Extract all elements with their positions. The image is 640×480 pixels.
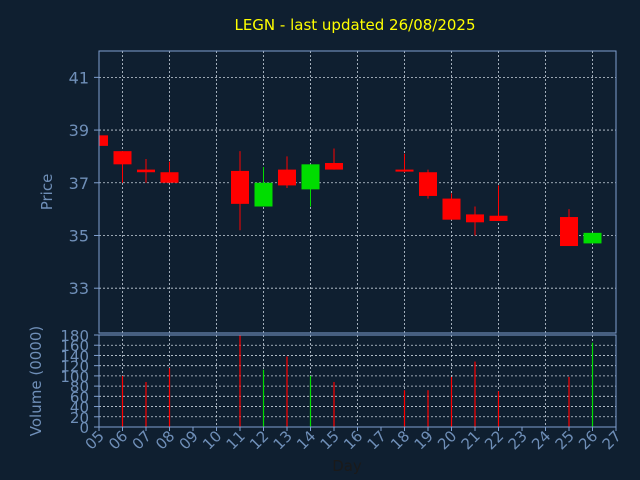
price-panel: 33 35 37 39 41 Price bbox=[38, 50, 617, 334]
candle-body bbox=[560, 217, 578, 247]
volume-axis-label: Volume (0000) bbox=[27, 326, 45, 436]
volume-tick-label: 140 bbox=[60, 347, 89, 365]
candle-body bbox=[583, 232, 602, 244]
candle-body bbox=[278, 169, 296, 186]
price-axis-label: Price bbox=[38, 174, 56, 211]
candle-body bbox=[113, 151, 132, 165]
x-ticks: 0506070809101112131415161718192021222324… bbox=[82, 427, 625, 453]
candle-body bbox=[466, 214, 484, 223]
volume-tick-label: 20 bbox=[70, 409, 89, 427]
volume-tick-label: 120 bbox=[60, 358, 89, 376]
volume-tick-label: 40 bbox=[70, 399, 89, 417]
price-tick-label: 33 bbox=[69, 279, 89, 298]
volume-tick-label: 180 bbox=[60, 327, 89, 345]
price-candles bbox=[98, 135, 602, 247]
price-tick-label: 35 bbox=[69, 226, 89, 245]
candle-body bbox=[489, 215, 508, 221]
price-tick-label: 41 bbox=[69, 68, 89, 87]
candle-body bbox=[254, 182, 273, 207]
price-tick-label: 37 bbox=[69, 174, 89, 193]
candle-body bbox=[395, 169, 414, 172]
candle-body bbox=[231, 170, 249, 204]
candle-body bbox=[301, 164, 320, 190]
x-axis-label: Day bbox=[332, 457, 362, 475]
volume-tick-label: 100 bbox=[60, 368, 89, 386]
candle-body bbox=[325, 163, 343, 170]
price-tick-label: 39 bbox=[69, 121, 89, 140]
volume-bars bbox=[121, 335, 594, 427]
candle-body bbox=[442, 198, 461, 220]
candle-body bbox=[137, 169, 155, 173]
volume-tick-label: 80 bbox=[70, 378, 89, 396]
volume-tick-label: 160 bbox=[60, 337, 89, 355]
candle-body bbox=[99, 135, 108, 146]
price-y-ticks: 33 35 37 39 41 bbox=[69, 68, 99, 298]
volume-tick-label: 60 bbox=[70, 388, 89, 406]
candle-body bbox=[419, 172, 437, 196]
chart-title: LEGN - last updated 26/08/2025 bbox=[234, 16, 475, 34]
price-frame bbox=[98, 50, 617, 334]
candle-body bbox=[160, 172, 179, 183]
volume-tick-label: 0 bbox=[79, 419, 89, 437]
